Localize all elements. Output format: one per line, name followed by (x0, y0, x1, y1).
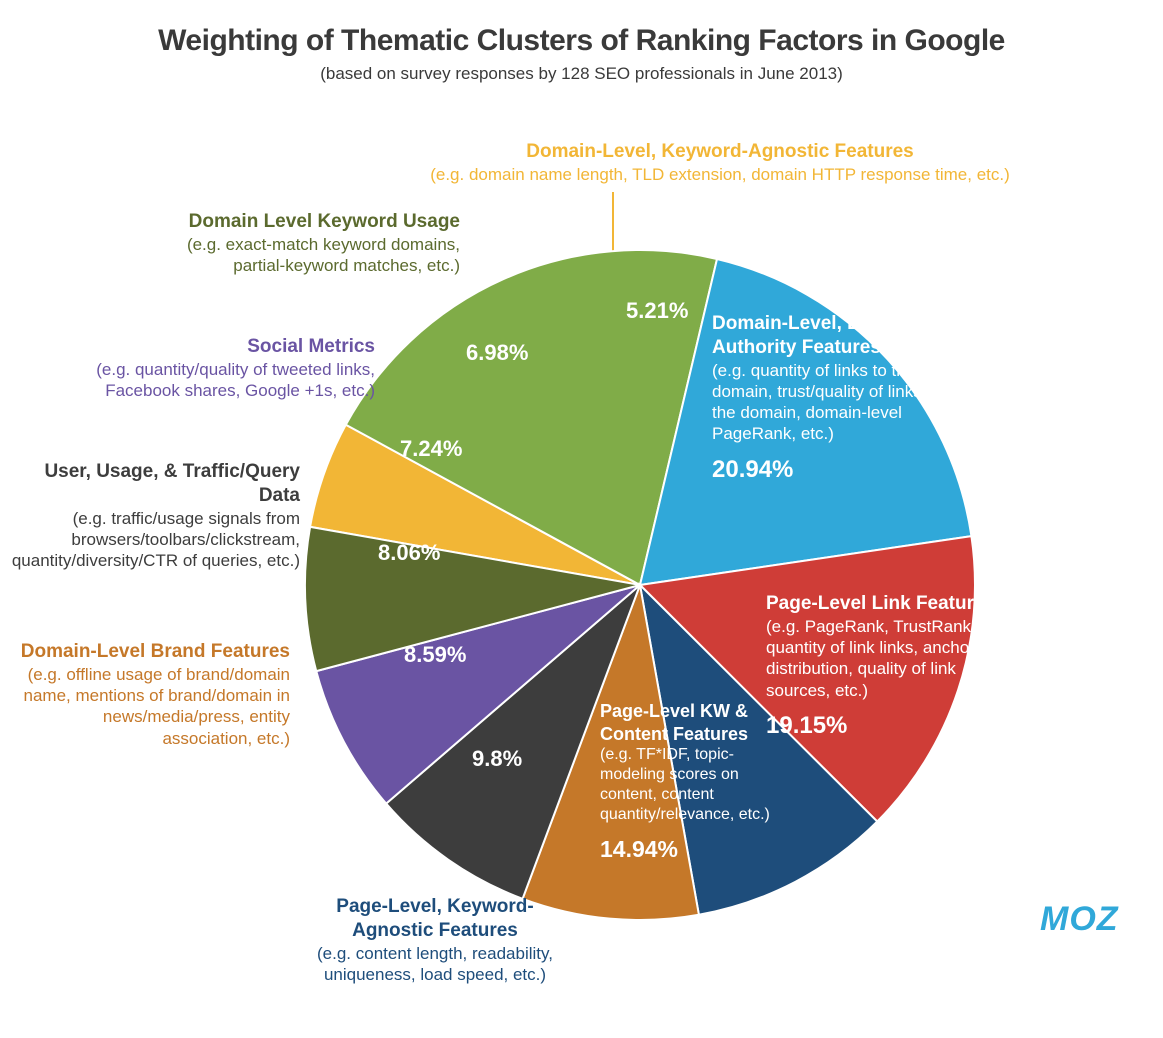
slice-desc: (e.g. domain name length, TLD extension,… (420, 164, 1020, 185)
moz-logo: MOZ (1040, 900, 1119, 939)
slice-desc: (e.g. PageRank, TrustRank, quantity of l… (766, 616, 1016, 701)
slice-outside-label: User, Usage, & Traffic/Query Data(e.g. t… (0, 460, 300, 571)
slice-name: Page-Level, Keyword-Agnostic Features (305, 895, 565, 943)
slice-desc: (e.g. content length, readability, uniqu… (305, 943, 565, 986)
slice-desc: (e.g. offline usage of brand/domain name… (20, 664, 290, 749)
slice-outside-label: Domain-Level, Keyword-Agnostic Features(… (420, 140, 1020, 185)
slice-pct: 7.24% (400, 436, 462, 462)
slice-name: Domain-Level Brand Features (20, 640, 290, 664)
slice-name: Page-Level KW & Content Features (600, 700, 790, 745)
slice-desc: (e.g. traffic/usage signals from browser… (0, 508, 300, 572)
slice-pct: 5.21% (626, 298, 688, 324)
slice-pct: 20.94% (712, 455, 947, 485)
slice-pct: 8.06% (378, 540, 440, 566)
slice-pct: 9.8% (472, 746, 522, 772)
slice-inside-label: Domain-Level, Link Authority Features(e.… (712, 312, 947, 485)
slice-outside-label: Social Metrics(e.g. quantity/quality of … (55, 335, 375, 401)
slice-pct: 19.15% (766, 711, 1016, 741)
slice-pct: 14.94% (600, 835, 790, 864)
slice-name: Domain-Level, Link Authority Features (712, 312, 947, 360)
slice-outside-label: Page-Level, Keyword-Agnostic Features(e.… (305, 895, 565, 985)
slice-pct: 6.98% (466, 340, 528, 366)
slice-desc: (e.g. quantity of links to the domain, t… (712, 360, 947, 445)
slice-desc: (e.g. TF*IDF, topic-modeling scores on c… (600, 745, 790, 825)
slice-outside-label: Domain Level Keyword Usage(e.g. exact-ma… (150, 210, 460, 276)
slice-name: Domain-Level, Keyword-Agnostic Features (420, 140, 1020, 164)
slice-name: Page-Level Link Features (766, 592, 1016, 616)
slice-name: User, Usage, & Traffic/Query Data (0, 460, 300, 508)
slice-outside-label: Domain-Level Brand Features(e.g. offline… (20, 640, 290, 749)
slice-inside-label: Page-Level Link Features(e.g. PageRank, … (766, 592, 1016, 741)
slice-name: Social Metrics (55, 335, 375, 359)
slice-name: Domain Level Keyword Usage (150, 210, 460, 234)
slice-desc: (e.g. quantity/quality of tweeted links,… (55, 359, 375, 402)
label-overlay: Domain-Level, Keyword-Agnostic Features(… (0, 0, 1163, 1038)
slice-inside-label: Page-Level KW & Content Features(e.g. TF… (600, 700, 790, 864)
slice-pct: 8.59% (404, 642, 466, 668)
slice-desc: (e.g. exact-match keyword domains, parti… (150, 234, 460, 277)
